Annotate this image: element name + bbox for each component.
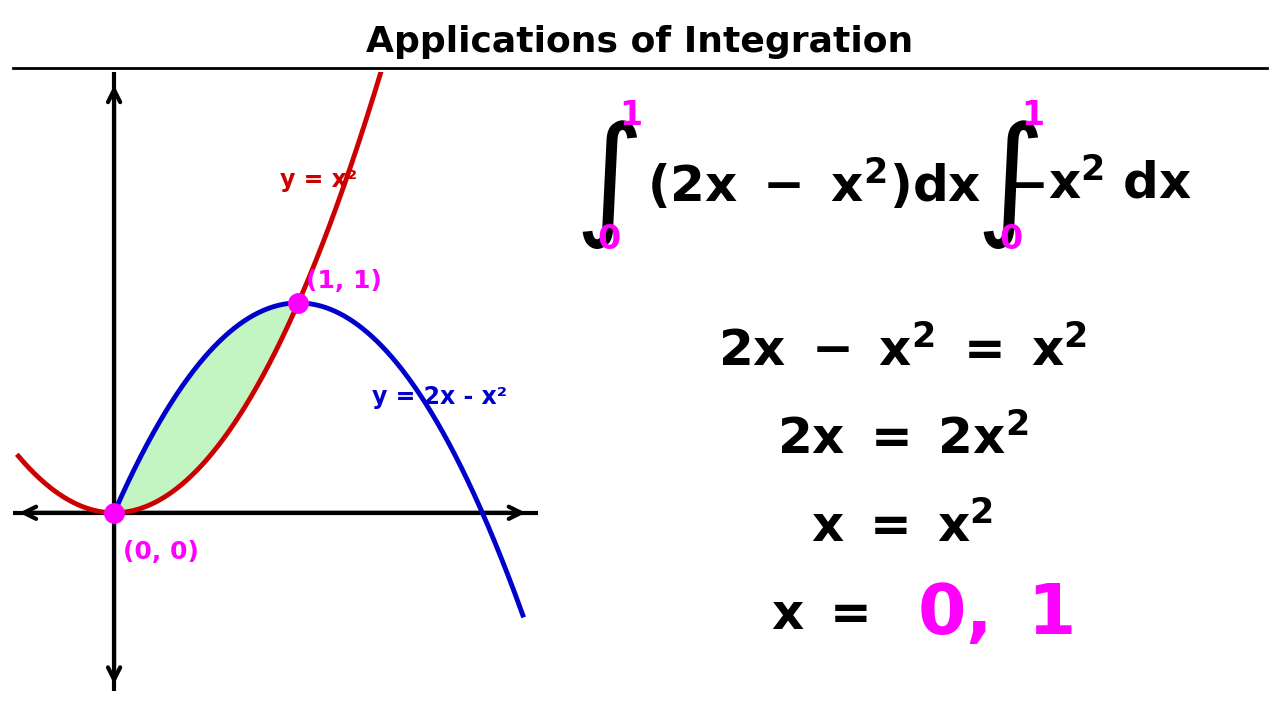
- Text: Applications of Integration: Applications of Integration: [366, 25, 914, 59]
- Text: $\int$: $\int$: [575, 118, 639, 251]
- Text: (1, 1): (1, 1): [306, 269, 381, 293]
- Text: $\mathbf{1}$: $\mathbf{1}$: [620, 99, 643, 132]
- Text: $\mathbf{x^2\ dx}$: $\mathbf{x^2\ dx}$: [1048, 160, 1192, 209]
- Text: (0, 0): (0, 0): [123, 540, 200, 564]
- Text: $\mathbf{x\ =\ }$: $\mathbf{x\ =\ }$: [771, 591, 868, 639]
- Text: $\mathbf{0}$: $\mathbf{0}$: [998, 222, 1023, 256]
- Text: y = 2x - x²: y = 2x - x²: [372, 384, 507, 409]
- Text: $\mathbf{1}$: $\mathbf{1}$: [1020, 99, 1043, 132]
- Text: $\mathbf{2x\ =\ 2x^2}$: $\mathbf{2x\ =\ 2x^2}$: [777, 415, 1028, 464]
- Text: $\mathbf{0}$: $\mathbf{0}$: [598, 222, 621, 256]
- Text: $\mathbf{2x\ -\ x^2\ =\ x^2}$: $\mathbf{2x\ -\ x^2\ =\ x^2}$: [718, 328, 1087, 377]
- Text: y = x²: y = x²: [280, 168, 357, 192]
- Text: $\mathbf{(2x\ -\ x^2)dx\ -}$: $\mathbf{(2x\ -\ x^2)dx\ -}$: [648, 156, 1044, 212]
- Text: $\mathbf{0,\ 1}$: $\mathbf{0,\ 1}$: [916, 581, 1074, 649]
- Text: $\int$: $\int$: [975, 118, 1039, 251]
- Text: $\mathbf{x\ =\ x^2}$: $\mathbf{x\ =\ x^2}$: [812, 503, 993, 552]
